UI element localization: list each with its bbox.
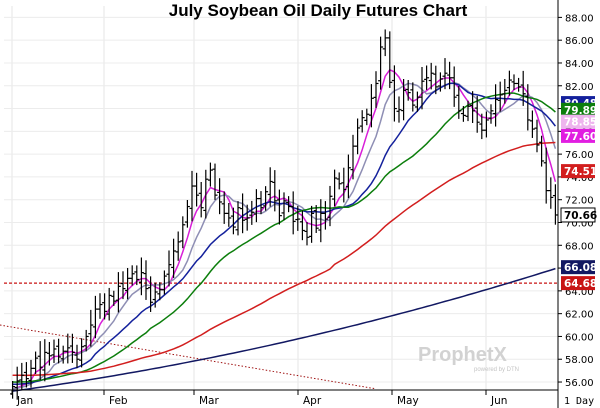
price-tag-label: 77.60 [564, 131, 597, 143]
watermark-brand: ProphetX [418, 344, 508, 366]
price-tag-label: 78.85 [564, 117, 597, 129]
price-tag [561, 164, 595, 179]
price-tag-label: 66.08 [564, 262, 597, 274]
price-tag [561, 128, 595, 143]
price-tag-label: 79.89 [564, 105, 597, 117]
watermark-sub: powered by DTN [474, 367, 519, 373]
y-tick-label: 82.00 [565, 82, 594, 93]
trendline [0, 324, 377, 390]
y-tick-label: 60.00 [565, 332, 594, 343]
y-tick-label: 84.00 [565, 59, 594, 70]
y-tick-label: 70.00 [565, 218, 594, 229]
price-tag [560, 207, 596, 223]
x-tick-label: Feb [109, 395, 128, 407]
price-tag-label: 70.66 [564, 210, 597, 222]
y-tick-label: 64.00 [565, 287, 594, 298]
y-tick-label: 56.00 [565, 378, 594, 389]
y-tick-label: 74.00 [565, 173, 594, 184]
moving-average-line [12, 267, 556, 392]
x-tick-label: Jun [490, 395, 507, 407]
y-tick-label: 58.00 [565, 355, 594, 366]
price-tag [561, 102, 595, 117]
moving-average-line [12, 141, 556, 377]
price-tag [561, 276, 595, 291]
price-tag [561, 114, 595, 129]
y-tick-label: 86.00 [565, 36, 594, 47]
reference-lines [0, 282, 558, 390]
chart-title: July Soybean Oil Daily Futures Chart [169, 1, 468, 20]
price-tag [561, 260, 595, 275]
x-tick-label: Mar [199, 395, 219, 407]
period-label: 1 Day [564, 396, 594, 407]
y-tick-label: 62.00 [565, 310, 594, 321]
x-tick-label: May [397, 395, 419, 407]
y-tick-label: 76.00 [565, 150, 594, 161]
x-tick-label: Jan [16, 395, 33, 407]
y-tick-label: 88.00 [565, 13, 594, 24]
y-tick-label: 72.00 [565, 196, 594, 207]
price-bars [10, 29, 558, 400]
price-tag-label: 74.51 [564, 166, 597, 178]
y-tick-label: 68.00 [565, 241, 594, 252]
x-tick-label: Apr [303, 395, 322, 407]
watermark: ProphetX powered by DTN [418, 344, 519, 373]
price-tag-label: 64.68 [564, 278, 597, 290]
